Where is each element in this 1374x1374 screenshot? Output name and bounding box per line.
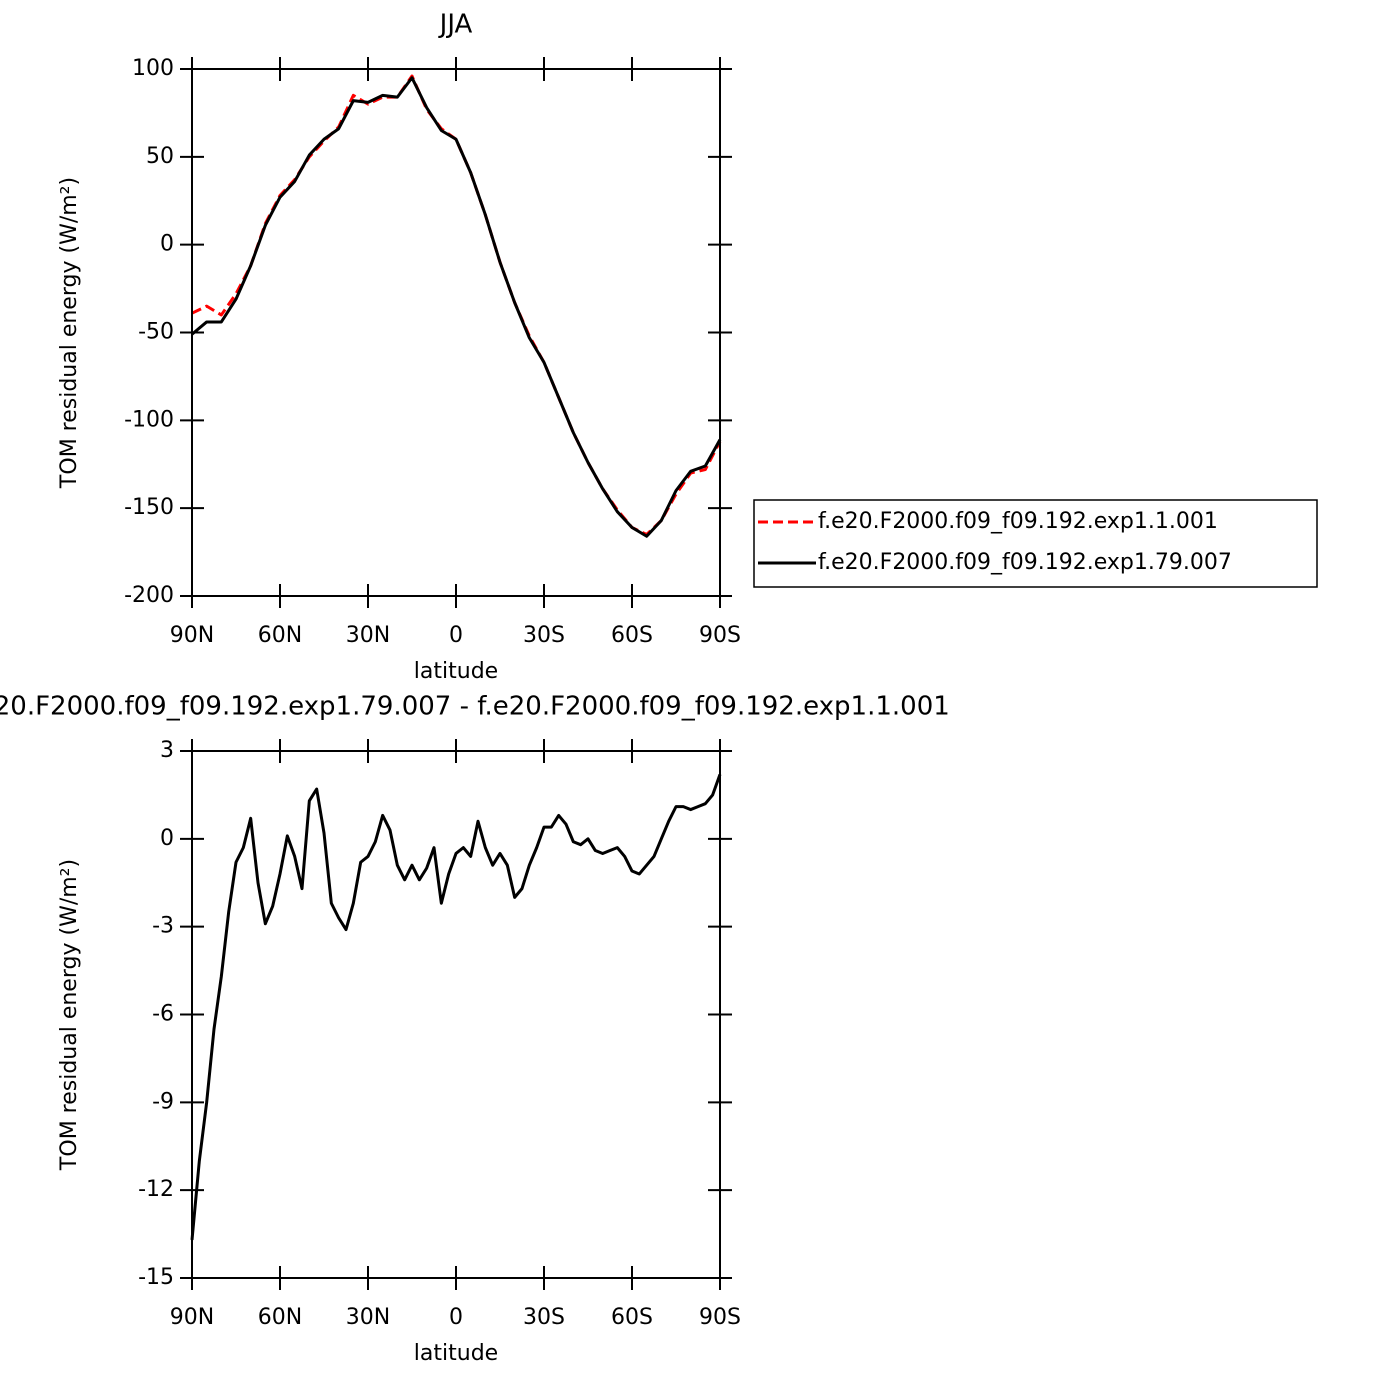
x-tick-label: 0 [449,623,463,648]
data-line [190,773,722,1241]
x-tick-label: 30S [523,1305,565,1330]
y-tick-label: -100 [124,407,174,432]
plot-frame [191,750,721,1279]
x-axis-label: latitude [414,1341,498,1366]
x-tick-label: 0 [449,1305,463,1330]
y-axis-label: TOM residual energy (W/m²) [57,859,82,1171]
x-tick-label: 30S [523,623,565,648]
x-tick-label: 60S [611,1305,653,1330]
y-tick-label: -3 [152,914,174,939]
chart-title: JJA [438,10,473,40]
y-tick-label: -50 [138,320,174,345]
y-tick-label: 50 [146,144,174,169]
x-axis-label: latitude [414,659,498,684]
y-tick-label: -150 [124,495,174,520]
chart-title: f.e20.F2000.f09_f09.192.exp1.79.007 - f.… [0,692,950,722]
x-tick-label: 30N [346,1305,390,1330]
y-tick-label: 0 [160,232,174,257]
y-axis-label: TOM residual energy (W/m²) [57,177,82,489]
data-line [191,74,722,537]
x-tick-label: 90N [170,623,214,648]
y-tick-label: -6 [152,1002,174,1027]
y-tick-label: -200 [124,583,174,608]
x-tick-label: 60N [258,1305,302,1330]
legend-label: f.e20.F2000.f09_f09.192.exp1.79.007 [818,550,1232,575]
x-tick-label: 60N [258,623,302,648]
y-tick-label: -12 [138,1177,174,1202]
y-tick-label: 100 [132,56,174,81]
plot-frame [191,68,721,597]
x-tick-label: 30N [346,623,390,648]
legend-label: f.e20.F2000.f09_f09.192.exp1.1.001 [818,509,1218,534]
legend-box [753,499,1318,588]
data-line [191,76,722,538]
x-tick-label: 90N [170,1305,214,1330]
y-tick-label: -9 [152,1089,174,1114]
y-tick-label: 0 [160,826,174,851]
x-tick-label: 90S [699,1305,741,1330]
x-tick-label: 60S [611,623,653,648]
y-tick-label: -15 [138,1265,174,1290]
y-tick-label: 3 [160,738,174,763]
x-tick-label: 90S [699,623,741,648]
